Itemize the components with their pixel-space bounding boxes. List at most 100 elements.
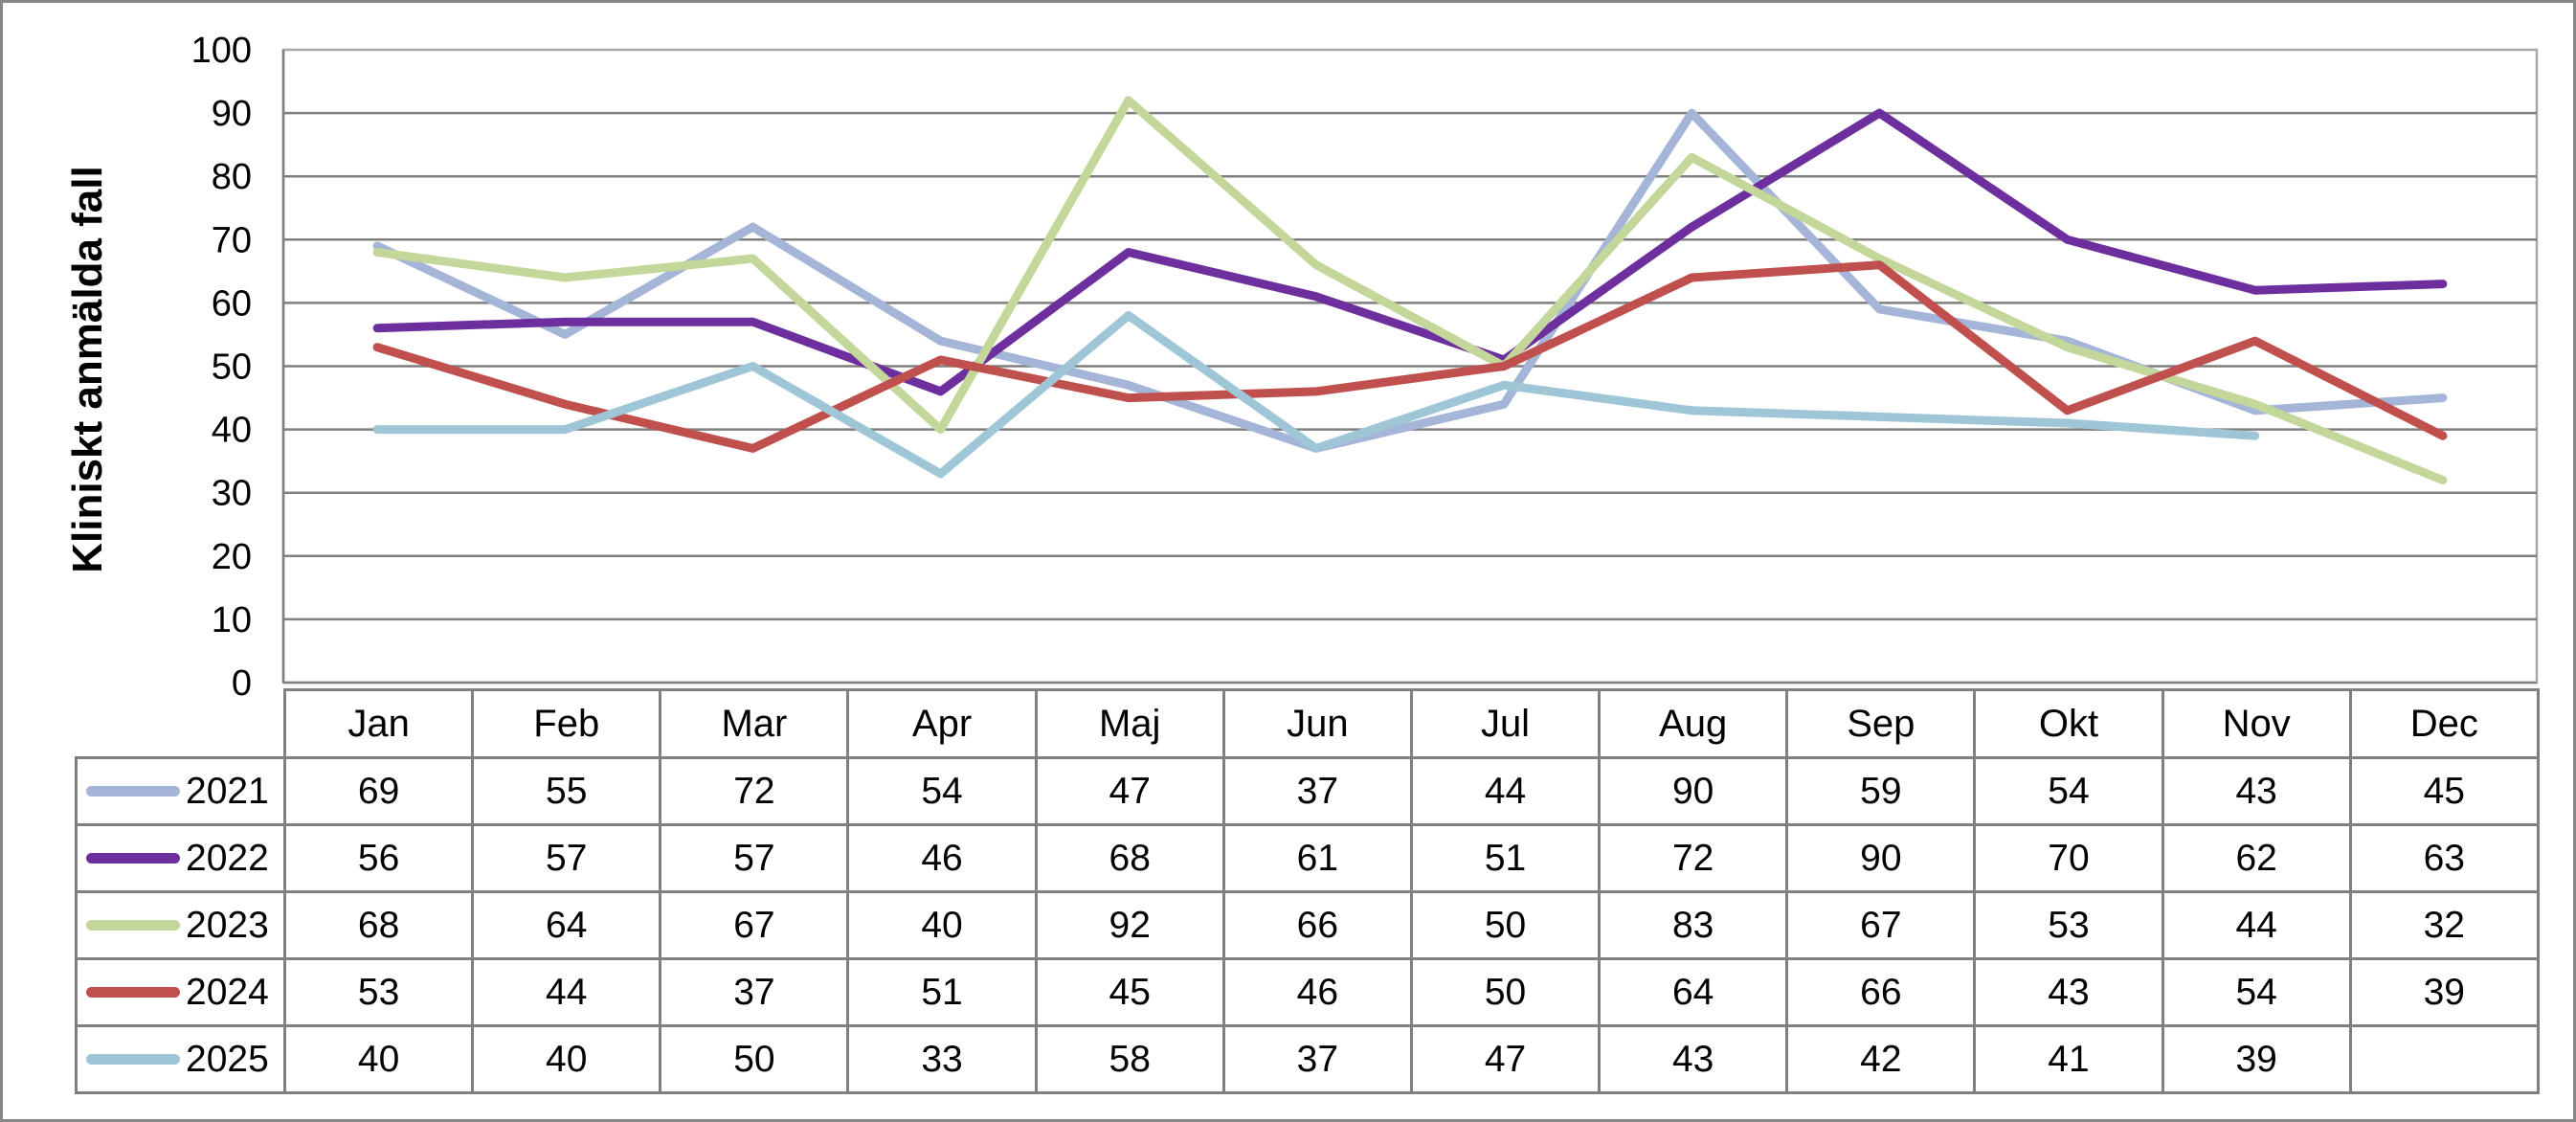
legend-line-swatch	[86, 853, 180, 864]
table-corner-cell	[77, 690, 285, 758]
value-cell: 68	[1034, 823, 1225, 893]
table-row-2024: 2024 53 44 37 51 45 46 50 64 66 43 54 39	[75, 957, 2540, 1027]
value-cell: 57	[659, 823, 850, 893]
month-header-cell: Okt	[1973, 688, 2164, 759]
value-cell: 32	[2348, 890, 2540, 960]
value-cell: 90	[1598, 756, 1789, 826]
month-header-cell: Aug	[1598, 688, 1789, 759]
value-cell: 64	[1598, 957, 1789, 1027]
y-tick-label: 0	[232, 663, 252, 704]
value-cell: 43	[1973, 957, 2164, 1027]
series-year-label: 2024	[186, 971, 269, 1013]
month-header-cell: Mar	[659, 688, 850, 759]
value-cell: 51	[1409, 823, 1602, 893]
legend-line-swatch	[86, 786, 180, 797]
series-year-label: 2021	[186, 770, 269, 812]
legend-line-swatch	[86, 1054, 180, 1065]
y-tick-label: 50	[212, 348, 252, 388]
value-cell: 59	[1785, 756, 1977, 826]
value-cell: 40	[282, 1024, 475, 1094]
value-cell: 37	[1221, 756, 1413, 826]
y-tick-label: 30	[212, 474, 252, 514]
value-cell: 45	[1034, 957, 1225, 1027]
value-cell: 43	[1598, 1024, 1789, 1094]
value-cell: 66	[1785, 957, 1977, 1027]
month-header-cell: Dec	[2348, 688, 2540, 759]
y-tick-label: 60	[212, 283, 252, 324]
value-cell: 67	[659, 890, 850, 960]
plot-area: 0 10 20 30 40 50 60 70 80 90 100	[191, 31, 2539, 704]
table-row-2023: 2023 68 64 67 40 92 66 50 83 67 53 44 32	[75, 890, 2540, 960]
series-line-2024	[372, 260, 2448, 453]
value-cell: 55	[471, 756, 662, 826]
year-legend-cell: 2021	[75, 756, 286, 826]
value-cell: 58	[1034, 1024, 1225, 1094]
table-row-2022: 2022 56 57 57 46 68 61 51 72 90 70 62 63	[75, 823, 2540, 893]
value-cell: 70	[1973, 823, 2164, 893]
value-cell: 51	[846, 957, 1038, 1027]
value-cell: 57	[471, 823, 662, 893]
table-row-2025: 2025 40 40 50 33 58 37 47 43 42 41 39	[75, 1024, 2540, 1094]
y-tick-label: 100	[191, 31, 252, 71]
legend-line-swatch	[86, 987, 180, 998]
value-cell: 66	[1221, 890, 1413, 960]
value-cell: 47	[1034, 756, 1225, 826]
value-cell: 62	[2161, 823, 2352, 893]
value-cell: 56	[282, 823, 475, 893]
value-cell: 46	[846, 823, 1038, 893]
month-header-cell: Feb	[471, 688, 662, 759]
value-cell: 37	[659, 957, 850, 1027]
value-cell: 44	[2161, 890, 2352, 960]
series-line-2021	[372, 108, 2448, 453]
year-legend-cell: 2024	[75, 957, 286, 1027]
value-cell: 54	[846, 756, 1038, 826]
series-line-2023	[372, 96, 2448, 484]
value-cell: 44	[471, 957, 662, 1027]
month-header-cell: Jan	[282, 688, 475, 759]
month-header-cell: Sep	[1785, 688, 1977, 759]
year-legend-cell: 2023	[75, 890, 286, 960]
value-cell: 90	[1785, 823, 1977, 893]
legend-line-swatch	[86, 920, 180, 931]
year-legend-cell: 2022	[75, 823, 286, 893]
value-cell: 46	[1221, 957, 1413, 1027]
value-cell: 54	[2161, 957, 2352, 1027]
value-cell: 61	[1221, 823, 1413, 893]
value-cell: 43	[2161, 756, 2352, 826]
value-cell: 39	[2161, 1024, 2352, 1094]
table-header-row: Jan Feb Mar Apr Maj Jun Jul Aug Sep Okt Nov Dec	[77, 688, 2540, 759]
value-cell: 39	[2348, 957, 2540, 1027]
value-cell: 50	[1409, 957, 1602, 1027]
value-cell: 40	[471, 1024, 662, 1094]
y-tick-label: 80	[212, 157, 252, 197]
series-year-label: 2023	[186, 904, 269, 946]
value-cell: 69	[282, 756, 475, 826]
table-row-2021: 2021 69 55 72 54 47 37 44 90 59 54 43 45	[75, 756, 2540, 826]
value-cell: 44	[1409, 756, 1602, 826]
month-header-cell: Nov	[2161, 688, 2352, 759]
value-cell: 37	[1221, 1024, 1413, 1094]
series-line-2025	[372, 311, 2260, 479]
month-header-cell: Jul	[1409, 688, 1602, 759]
value-cell: 45	[2348, 756, 2540, 826]
month-header-cell: Apr	[846, 688, 1038, 759]
value-cell: 50	[659, 1024, 850, 1094]
month-header-cell: Jun	[1221, 688, 1413, 759]
month-header-cell: Maj	[1034, 688, 1225, 759]
value-cell: 50	[1409, 890, 1602, 960]
value-cell: 64	[471, 890, 662, 960]
value-cell: 72	[1598, 823, 1789, 893]
y-axis-title: Kliniskt anmälda fall	[64, 166, 111, 573]
series-year-label: 2025	[186, 1038, 269, 1080]
value-cell: 92	[1034, 890, 1225, 960]
year-legend-cell: 2025	[75, 1024, 286, 1094]
value-cell: 53	[282, 957, 475, 1027]
value-cell: 67	[1785, 890, 1977, 960]
value-cell: 41	[1973, 1024, 2164, 1094]
value-cell: 53	[1973, 890, 2164, 960]
value-cell: 68	[282, 890, 475, 960]
value-cell: 47	[1409, 1024, 1602, 1094]
value-cell: 40	[846, 890, 1038, 960]
y-tick-label: 40	[212, 411, 252, 451]
